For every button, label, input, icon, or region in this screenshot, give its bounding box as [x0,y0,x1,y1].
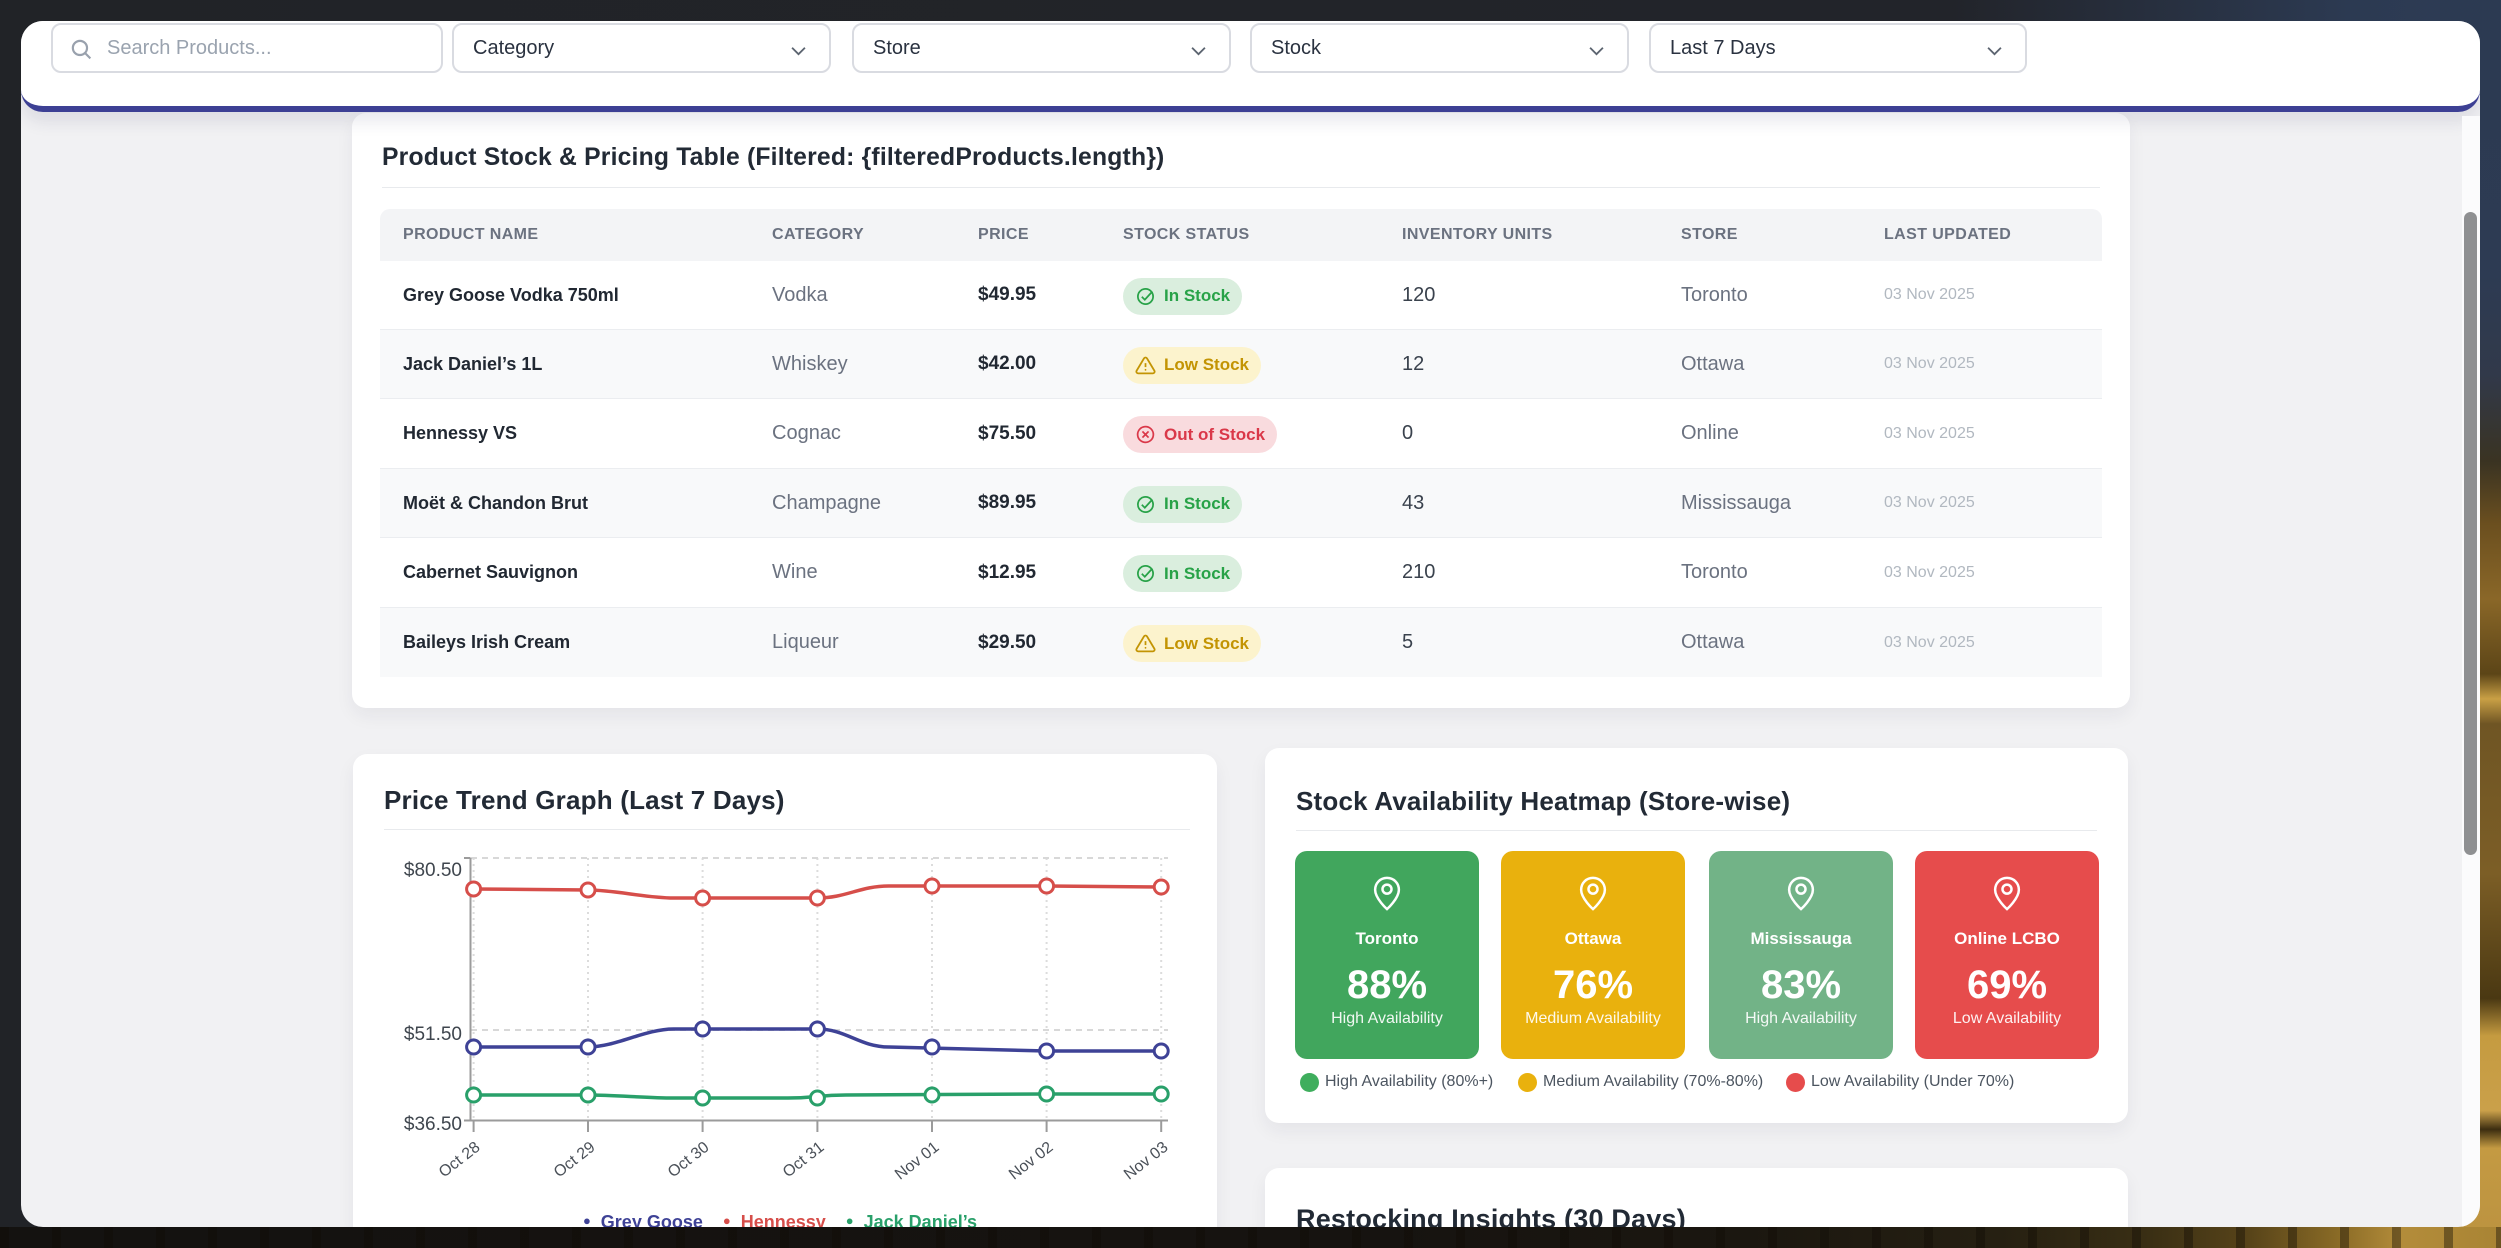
svg-text:Oct 31: Oct 31 [780,1139,828,1181]
svg-text:$51.50: $51.50 [404,1024,462,1045]
svg-text:$80.50: $80.50 [404,860,462,881]
svg-text:Oct 29: Oct 29 [551,1139,599,1181]
svg-text:$36.50: $36.50 [404,1114,462,1135]
svg-text:Nov 01: Nov 01 [892,1139,942,1184]
svg-text:Nov 03: Nov 03 [1121,1139,1171,1184]
svg-text:Nov 02: Nov 02 [1006,1139,1056,1184]
svg-text:Oct 28: Oct 28 [436,1139,484,1181]
svg-text:Oct 30: Oct 30 [665,1139,713,1181]
